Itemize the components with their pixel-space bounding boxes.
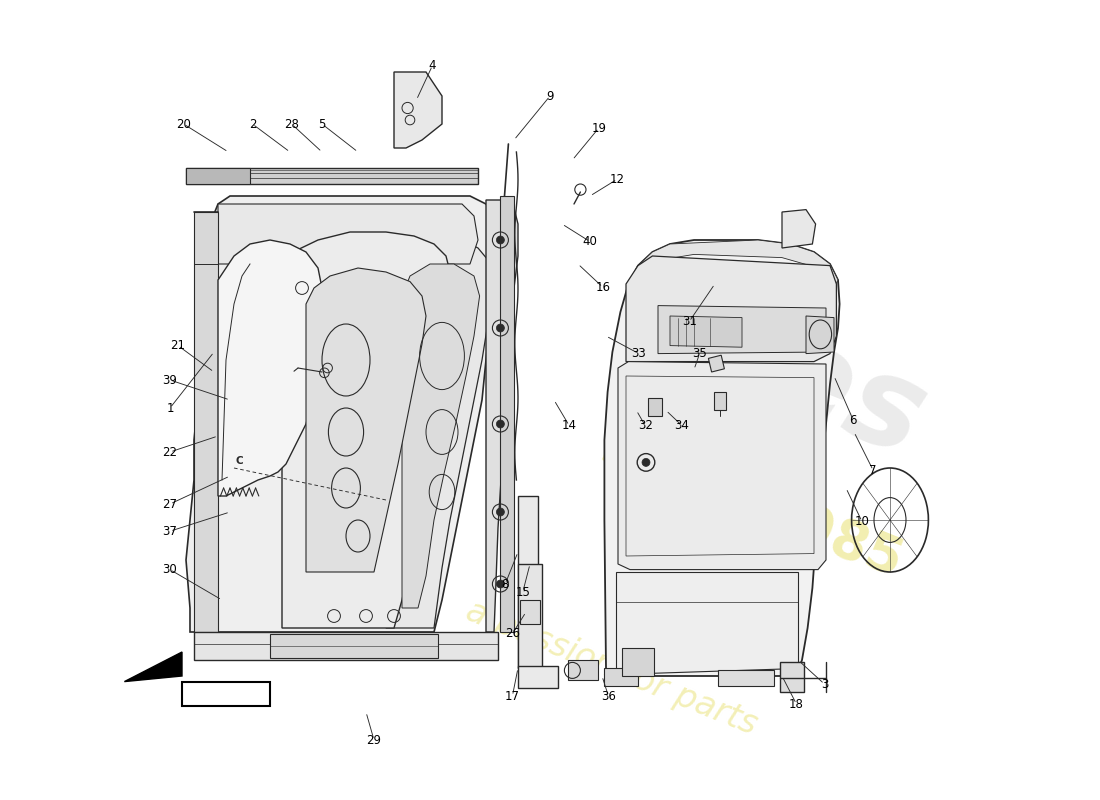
- Text: 33: 33: [631, 347, 646, 360]
- Text: 6: 6: [849, 414, 857, 426]
- Polygon shape: [670, 316, 742, 347]
- Text: 31: 31: [682, 315, 696, 328]
- Text: 14: 14: [562, 419, 576, 432]
- Polygon shape: [604, 240, 839, 676]
- Polygon shape: [782, 210, 815, 248]
- Polygon shape: [186, 168, 250, 184]
- Polygon shape: [218, 204, 478, 264]
- Polygon shape: [519, 600, 540, 624]
- Circle shape: [496, 324, 505, 332]
- Text: 40: 40: [583, 235, 597, 248]
- Polygon shape: [186, 168, 478, 184]
- Text: 4: 4: [429, 59, 436, 72]
- Circle shape: [496, 580, 505, 588]
- Polygon shape: [648, 398, 662, 416]
- Text: 34: 34: [674, 419, 690, 432]
- Text: 36: 36: [601, 690, 616, 702]
- Polygon shape: [518, 564, 542, 668]
- Text: ares: ares: [615, 254, 943, 482]
- Polygon shape: [604, 668, 638, 686]
- Text: 15: 15: [516, 586, 530, 598]
- Polygon shape: [568, 660, 598, 680]
- Text: 29: 29: [366, 734, 382, 746]
- Text: 9: 9: [547, 90, 553, 102]
- Text: 1: 1: [166, 402, 174, 414]
- Polygon shape: [282, 232, 450, 628]
- Circle shape: [642, 458, 650, 466]
- Polygon shape: [714, 392, 726, 410]
- Polygon shape: [616, 572, 798, 674]
- Polygon shape: [626, 256, 836, 362]
- Text: a passion for parts: a passion for parts: [461, 594, 762, 742]
- Text: 20: 20: [176, 118, 191, 130]
- Polygon shape: [618, 362, 826, 570]
- Text: 17: 17: [505, 690, 520, 702]
- Polygon shape: [806, 316, 834, 354]
- Circle shape: [496, 236, 505, 244]
- Polygon shape: [658, 306, 826, 354]
- Polygon shape: [186, 196, 498, 632]
- Polygon shape: [486, 200, 518, 632]
- Circle shape: [496, 508, 505, 516]
- Polygon shape: [780, 662, 804, 692]
- Circle shape: [496, 420, 505, 428]
- Text: 18: 18: [789, 698, 804, 710]
- Text: 16: 16: [595, 281, 610, 294]
- Polygon shape: [708, 355, 725, 372]
- Text: 28: 28: [284, 118, 299, 130]
- Polygon shape: [218, 240, 322, 496]
- Text: 5: 5: [318, 118, 326, 130]
- Text: 12: 12: [609, 173, 625, 186]
- Polygon shape: [518, 666, 558, 688]
- Polygon shape: [394, 72, 442, 148]
- Text: 3: 3: [821, 678, 828, 690]
- Text: 39: 39: [163, 374, 177, 386]
- Text: 2: 2: [249, 118, 256, 130]
- Polygon shape: [306, 268, 426, 572]
- Polygon shape: [194, 212, 218, 632]
- Text: 8: 8: [502, 578, 509, 590]
- Text: 30: 30: [163, 563, 177, 576]
- Polygon shape: [500, 196, 514, 632]
- Polygon shape: [628, 240, 838, 292]
- Text: 35: 35: [692, 347, 707, 360]
- Text: 21: 21: [170, 339, 186, 352]
- Text: 26: 26: [505, 627, 520, 640]
- Text: C: C: [235, 456, 243, 466]
- Text: 10: 10: [855, 515, 869, 528]
- Polygon shape: [182, 682, 270, 706]
- Polygon shape: [386, 236, 493, 628]
- Polygon shape: [718, 670, 774, 686]
- Text: 37: 37: [163, 525, 177, 538]
- Polygon shape: [124, 652, 182, 682]
- Polygon shape: [194, 632, 498, 660]
- Text: since 1985: since 1985: [595, 420, 910, 588]
- Text: 19: 19: [592, 122, 606, 134]
- Text: 7: 7: [869, 464, 877, 477]
- Text: 32: 32: [638, 419, 652, 432]
- Polygon shape: [402, 264, 480, 608]
- Polygon shape: [518, 496, 538, 668]
- Text: 27: 27: [163, 498, 177, 510]
- Polygon shape: [621, 648, 654, 676]
- Text: 22: 22: [163, 446, 177, 458]
- Polygon shape: [270, 634, 438, 658]
